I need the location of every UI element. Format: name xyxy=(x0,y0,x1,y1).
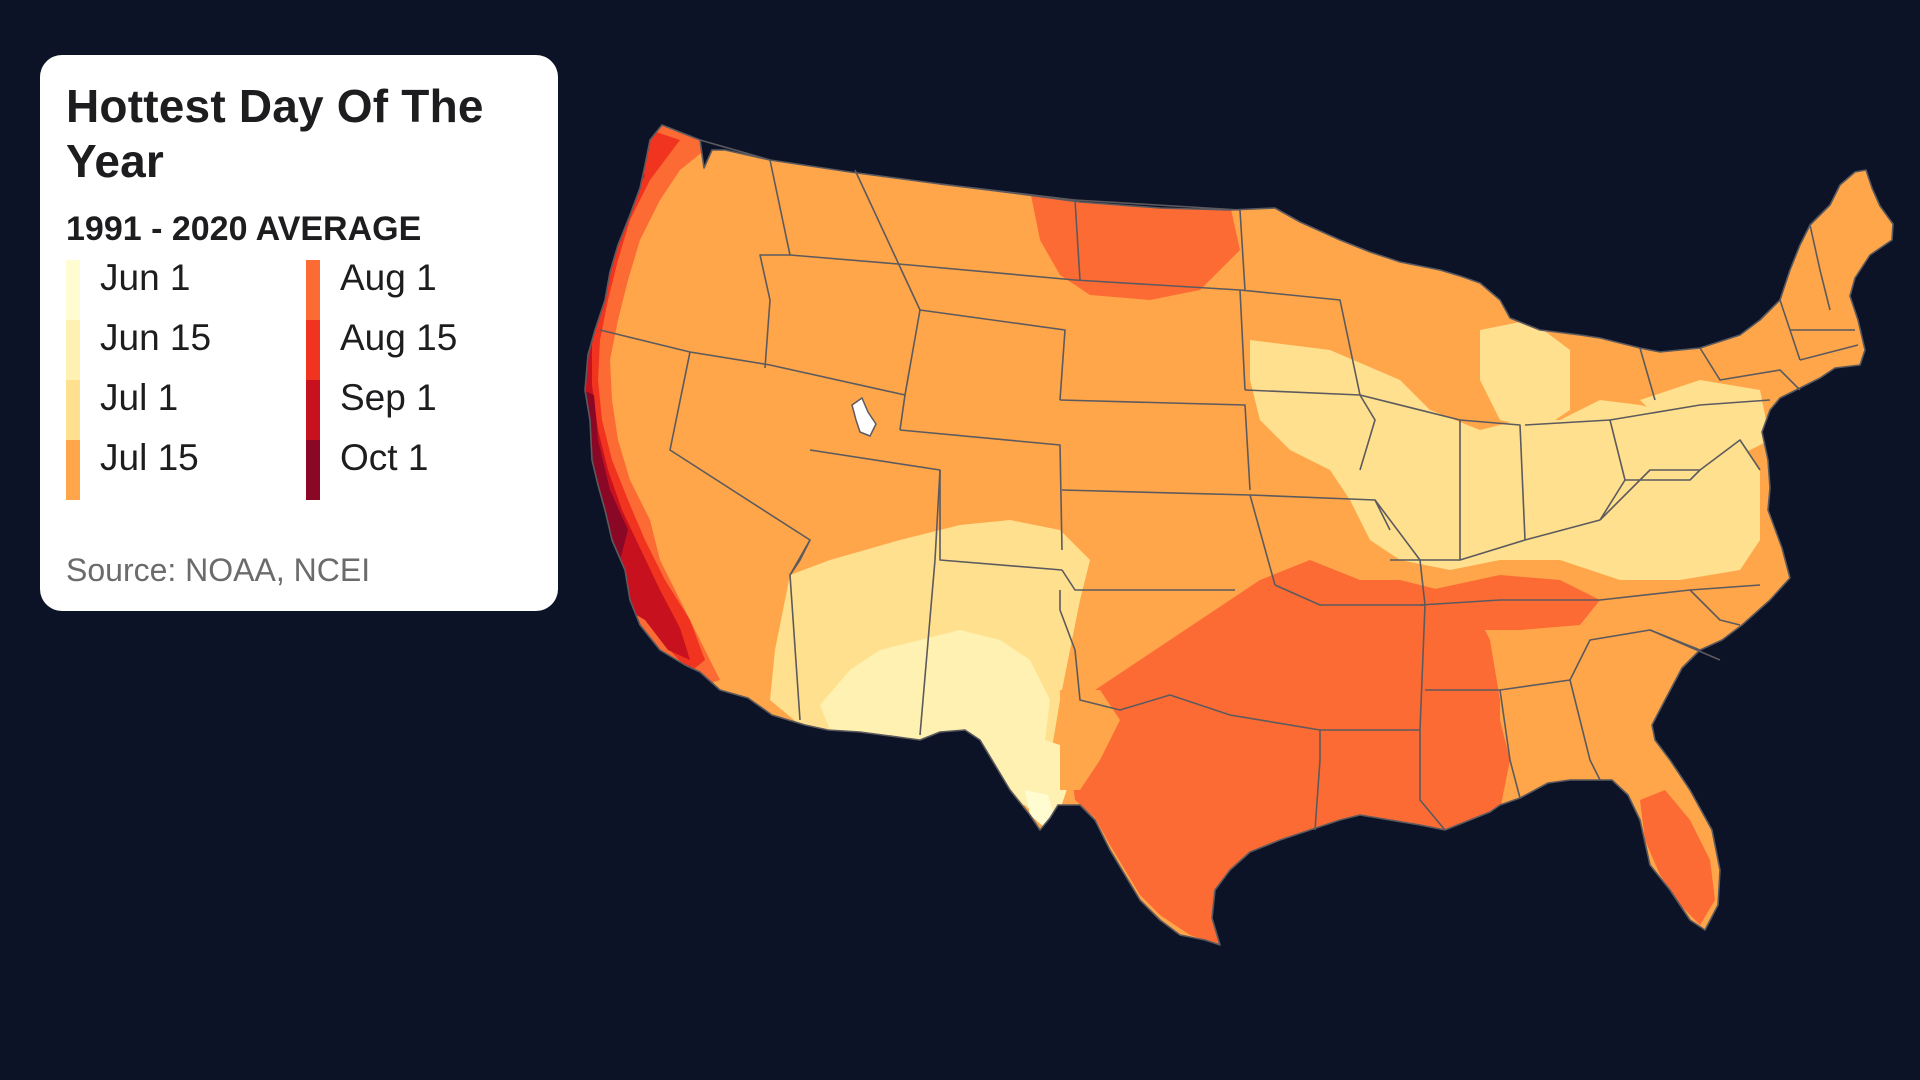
legend-label: Oct 1 xyxy=(340,437,429,478)
legend-source: Source: NOAA, NCEI xyxy=(66,552,371,588)
zone-northeast xyxy=(1640,380,1770,460)
legend-item: Oct 1 xyxy=(306,437,546,500)
zone-southeast xyxy=(1500,630,1720,780)
legend-item: Jun 1 xyxy=(66,257,306,320)
legend-item: Jul 1 xyxy=(66,377,306,440)
legend-label: Aug 15 xyxy=(340,317,458,358)
legend-column-left: Jun 1 Jun 15 Jul 1 Jul 15 xyxy=(66,257,306,500)
zone-texas-west xyxy=(1060,690,1120,790)
legend-title: Hottest Day Of The Year xyxy=(66,80,484,187)
zone-south-central xyxy=(1070,560,1510,945)
legend-label: Jun 1 xyxy=(100,257,191,298)
legend-swatch xyxy=(66,320,80,380)
legend-item: Jun 15 xyxy=(66,317,306,380)
heat-zones xyxy=(585,125,1893,945)
zone-florida xyxy=(1640,790,1715,925)
zone-northern-plains xyxy=(1030,190,1240,300)
legend-item: Jul 15 xyxy=(66,437,306,500)
legend-label: Jun 15 xyxy=(100,317,212,358)
legend-swatch xyxy=(306,440,320,500)
legend-item: Aug 1 xyxy=(306,257,546,320)
legend-swatch xyxy=(306,320,320,380)
legend-label: Jul 15 xyxy=(100,437,199,478)
legend-column-right: Aug 1 Aug 15 Sep 1 Oct 1 xyxy=(306,257,546,500)
zone-michigan xyxy=(1480,320,1570,430)
state-borders xyxy=(584,124,1894,946)
zone-tennessee xyxy=(1430,575,1600,630)
legend-swatch xyxy=(66,260,80,320)
legend-swatch xyxy=(306,380,320,440)
legend-label: Jul 1 xyxy=(100,377,179,418)
legend-item: Sep 1 xyxy=(306,377,546,440)
legend-item: Aug 15 xyxy=(306,317,546,380)
legend-swatch xyxy=(306,260,320,320)
zone-big-bend xyxy=(980,735,1070,825)
legend-card: Hottest Day Of The Year 1991 - 2020 AVER… xyxy=(40,55,558,611)
zone-big-bend-tip xyxy=(1025,790,1055,828)
legend-label: Aug 1 xyxy=(340,257,437,298)
legend-grid: Jun 1 Jun 15 Jul 1 Jul 15 Aug 1 Aug 15 Sep 1 O… xyxy=(66,257,546,500)
legend-subtitle: 1991 - 2020 AVERAGE xyxy=(66,210,422,248)
legend-swatch xyxy=(66,380,80,440)
legend-label: Sep 1 xyxy=(340,377,437,418)
great-salt-lake xyxy=(851,396,877,437)
legend-swatch xyxy=(66,440,80,500)
